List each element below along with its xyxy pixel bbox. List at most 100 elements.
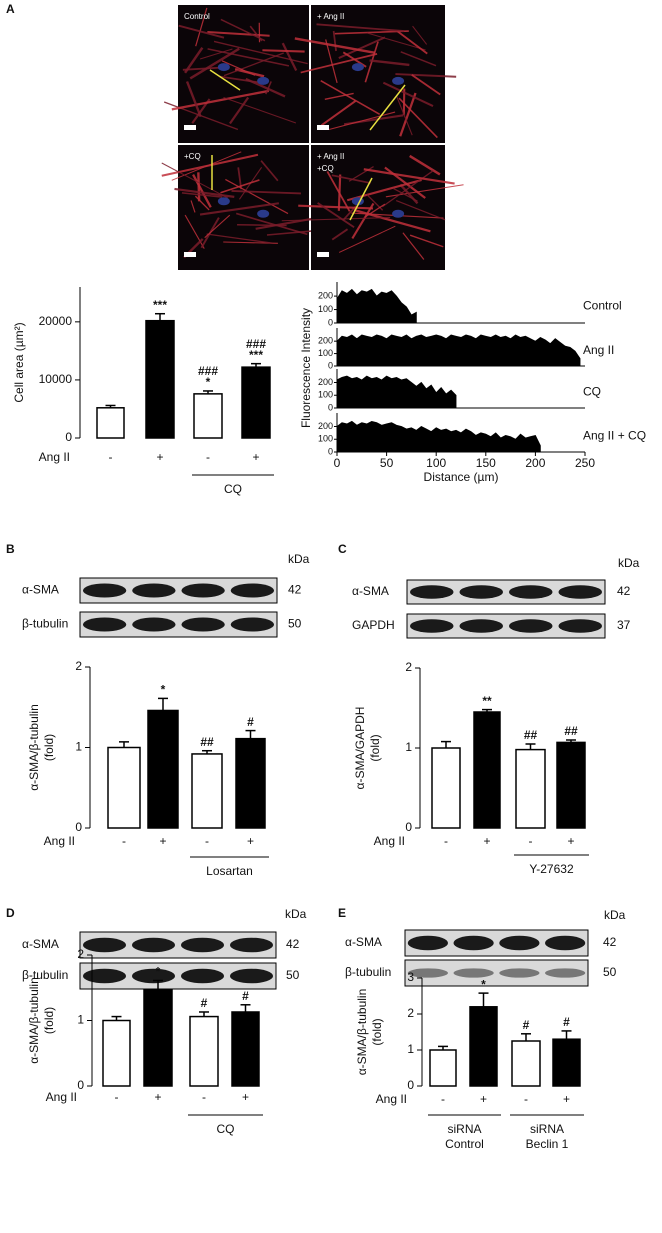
band — [229, 937, 274, 953]
row-label: Ang II — [44, 834, 75, 848]
band — [453, 935, 494, 951]
scale-bar — [184, 125, 196, 130]
fiber — [220, 179, 260, 194]
fiber — [184, 46, 204, 74]
fiber — [346, 178, 422, 202]
fiber — [171, 89, 269, 111]
fiber — [197, 172, 201, 202]
band — [230, 617, 275, 632]
scale-bar — [184, 252, 196, 257]
x-tick-label: + — [159, 834, 166, 848]
fiber — [294, 37, 376, 55]
bar — [193, 393, 223, 439]
fiber — [332, 30, 337, 52]
nucleus — [392, 76, 405, 85]
x-tick-label: - — [115, 1090, 119, 1104]
significance-label: ## — [564, 724, 578, 738]
group-label: siRNA — [530, 1122, 564, 1136]
y-tick-label: 100 — [318, 348, 333, 358]
band — [453, 968, 494, 978]
y-tick-label: 20000 — [39, 314, 73, 328]
x-tick-label: 100 — [426, 456, 446, 470]
panel-label: E — [338, 906, 346, 920]
profile-line — [349, 177, 373, 221]
y-tick-label: 0 — [328, 360, 333, 370]
micrograph-label: + Ang II — [317, 12, 344, 21]
nucleus — [392, 209, 405, 218]
fiber — [331, 174, 371, 184]
blot-kda: 42 — [603, 935, 617, 949]
bar — [556, 741, 586, 829]
panel-label: B — [6, 542, 15, 556]
y-tick-label: 2 — [75, 659, 82, 673]
fiber — [161, 162, 229, 199]
band — [407, 935, 449, 951]
x-tick-label: 0 — [334, 456, 341, 470]
bar — [552, 1038, 581, 1087]
profile-line — [209, 69, 241, 91]
x-tick-label: + — [154, 1090, 161, 1104]
significance-label: ## — [524, 728, 538, 742]
band — [181, 617, 225, 632]
band — [499, 935, 540, 951]
y-tick-label: 1 — [75, 740, 82, 754]
blot-row-label: β-tubulin — [345, 965, 391, 979]
x-tick-label: + — [156, 450, 163, 464]
fiber — [207, 30, 270, 37]
significance-label: ** — [482, 694, 492, 708]
group-label: Control — [445, 1137, 484, 1151]
significance-label: # — [242, 989, 249, 1003]
fiber — [266, 229, 315, 236]
x-tick-label: - — [524, 1092, 528, 1106]
fiber — [249, 25, 263, 42]
bar — [145, 319, 175, 439]
fiber — [190, 200, 196, 213]
blot-kda: 42 — [617, 584, 631, 598]
fiber — [161, 153, 259, 177]
fiber — [367, 32, 426, 51]
bar — [473, 711, 501, 829]
blot-unit: kDa — [618, 556, 640, 570]
y-tick-label: 0 — [328, 402, 333, 412]
y-tick-label: 2 — [405, 660, 412, 674]
x-tick-label: - — [205, 834, 209, 848]
fiber — [231, 190, 301, 195]
fiber — [395, 199, 446, 221]
panel-label: C — [338, 542, 347, 556]
blot-kda: 37 — [617, 618, 631, 632]
blot-kda: 42 — [288, 583, 302, 597]
band — [407, 968, 449, 978]
x-tick-label: 200 — [525, 456, 545, 470]
x-tick-label: - — [202, 1090, 206, 1104]
row-label: Ang II — [39, 450, 70, 464]
fiber — [400, 51, 437, 67]
fiber — [325, 39, 338, 84]
fiber — [393, 187, 418, 202]
y-tick-label: 200 — [318, 377, 333, 387]
nucleus — [257, 209, 270, 218]
bar — [96, 407, 125, 439]
intensity-area — [336, 375, 457, 409]
band — [132, 583, 176, 598]
x-tick-label: + — [567, 834, 574, 848]
significance-label: ## — [200, 735, 214, 749]
blot-unit: kDa — [288, 552, 310, 566]
significance-label: * — [481, 977, 486, 991]
blot-kda: 50 — [603, 965, 617, 979]
series-label: Ang II — [583, 343, 614, 357]
band — [544, 968, 586, 978]
band — [132, 617, 176, 632]
intensity-area — [336, 334, 581, 367]
band — [131, 937, 176, 953]
fiber — [298, 204, 374, 210]
intensity-area — [336, 288, 417, 324]
x-tick-label: + — [563, 1092, 570, 1106]
fiber — [281, 216, 391, 222]
fiber — [348, 166, 374, 182]
fiber — [364, 41, 379, 83]
y-tick-label: 1 — [405, 740, 412, 754]
blot-row-label: GAPDH — [352, 618, 395, 632]
blot-kda: 42 — [286, 937, 300, 951]
nucleus — [351, 63, 364, 72]
x-tick-label: + — [242, 1090, 249, 1104]
